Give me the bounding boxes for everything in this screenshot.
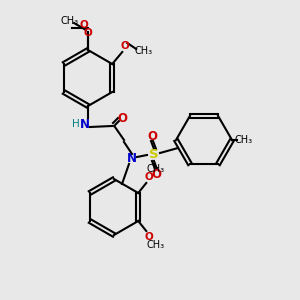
Text: S: S: [149, 148, 159, 161]
Text: O: O: [145, 232, 154, 242]
Text: O: O: [147, 130, 157, 142]
Text: CH₃: CH₃: [146, 240, 164, 250]
Text: O: O: [84, 28, 92, 38]
Text: N: N: [127, 152, 137, 166]
Text: O: O: [145, 172, 154, 182]
Text: CH₃: CH₃: [235, 135, 253, 145]
Text: O: O: [117, 112, 127, 124]
Text: CH₃: CH₃: [146, 164, 164, 174]
Text: CH₃: CH₃: [61, 16, 79, 26]
Text: O: O: [80, 20, 88, 30]
Text: H: H: [72, 119, 80, 129]
Text: CH₃: CH₃: [134, 46, 152, 56]
Text: O: O: [151, 167, 161, 181]
Text: O: O: [121, 41, 130, 51]
Text: N: N: [80, 118, 90, 130]
